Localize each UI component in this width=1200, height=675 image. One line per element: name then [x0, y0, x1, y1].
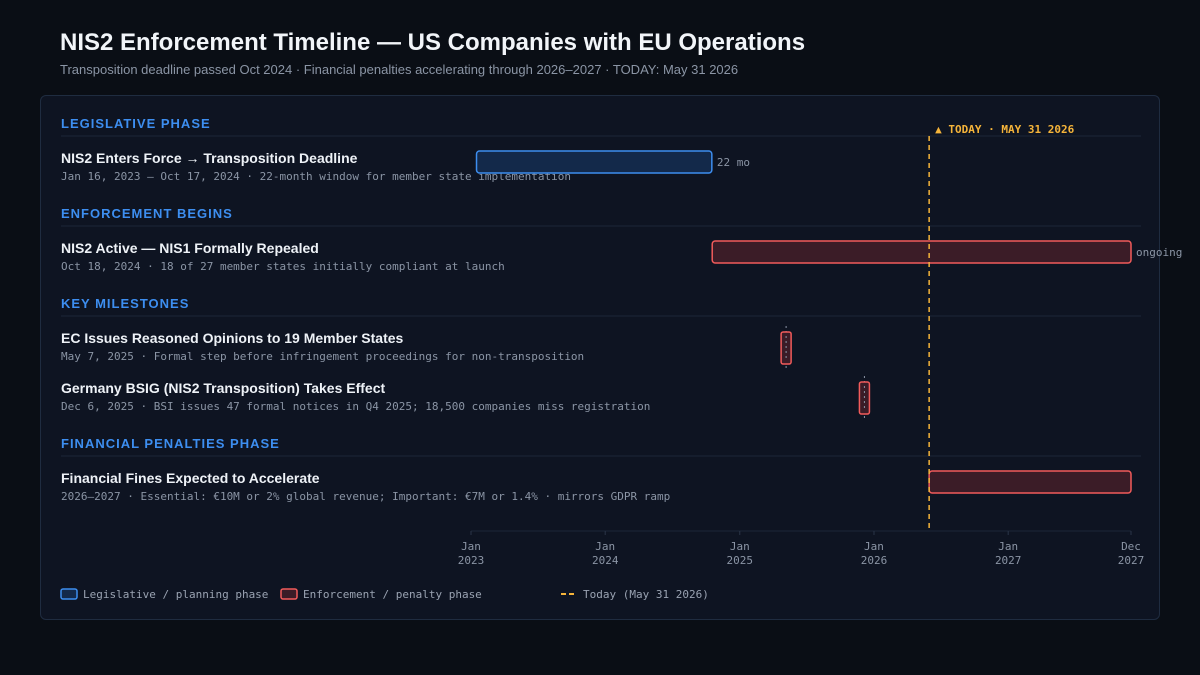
x-tick-label: Jan — [595, 540, 615, 553]
bar-label: 22 mo — [717, 156, 750, 169]
timeline-panel: LEGISLATIVE PHASE NIS2 Enters Force → Tra… — [40, 95, 1182, 620]
row-description: Oct 18, 2024 · 18 of 27 member states in… — [61, 260, 505, 273]
section-label: ENFORCEMENT BEGINS — [61, 206, 233, 221]
x-tick-label: Jan — [730, 540, 750, 553]
row-title: EC Issues Reasoned Opinions to 19 Member… — [61, 330, 404, 346]
legend-label: Today (May 31 2026) — [583, 588, 709, 601]
row-description: May 7, 2025 · Formal step before infring… — [61, 350, 584, 363]
x-tick-label: 2026 — [861, 554, 888, 567]
x-tick-label: 2027 — [1118, 554, 1145, 567]
timeline-bar — [475, 150, 713, 174]
x-tick-label: Jan — [864, 540, 884, 553]
row-description: Dec 6, 2025 · BSI issues 47 formal notic… — [61, 400, 650, 413]
row-title: NIS2 Enters Force → Transposition Deadli… — [61, 150, 358, 166]
legend-swatch-legislative — [60, 588, 78, 600]
row-description: Jan 16, 2023 – Oct 17, 2024 · 22-month w… — [61, 170, 571, 183]
row-title: Financial Fines Expected to Accelerate — [61, 470, 320, 486]
legend-swatch-enforcement — [280, 588, 298, 600]
timeline-chart: LEGISLATIVE PHASE NIS2 Enters Force → Tra… — [60, 116, 1182, 601]
x-tick-label: 2024 — [592, 554, 619, 567]
timeline-bar — [711, 240, 1132, 264]
row-title: Germany BSIG (NIS2 Transposition) Takes … — [61, 380, 385, 396]
section-label: KEY MILESTONES — [61, 296, 189, 311]
bar-label: ongoing — [1136, 246, 1182, 259]
page-subtitle: Transposition deadline passed Oct 2024 ·… — [60, 62, 739, 77]
x-tick-label: Dec — [1121, 540, 1141, 553]
x-tick-label: Jan — [461, 540, 481, 553]
timeline-bar — [928, 470, 1132, 494]
x-tick-label: 2023 — [458, 554, 485, 567]
legend-label: Legislative / planning phase — [83, 588, 268, 601]
today-label: ▲ TODAY · MAY 31 2026 — [935, 123, 1074, 136]
page-title: NIS2 Enforcement Timeline — US Companies… — [60, 29, 806, 56]
x-tick-label: 2027 — [995, 554, 1022, 567]
section-label: LEGISLATIVE PHASE — [61, 116, 211, 131]
row-title: NIS2 Active — NIS1 Formally Repealed — [61, 240, 319, 256]
x-tick-label: Jan — [998, 540, 1018, 553]
legend-label: Enforcement / penalty phase — [303, 588, 482, 601]
row-description: 2026–2027 · Essential: €10M or 2% global… — [61, 490, 670, 503]
x-tick-label: 2025 — [727, 554, 754, 567]
section-label: FINANCIAL PENALTIES PHASE — [61, 436, 280, 451]
